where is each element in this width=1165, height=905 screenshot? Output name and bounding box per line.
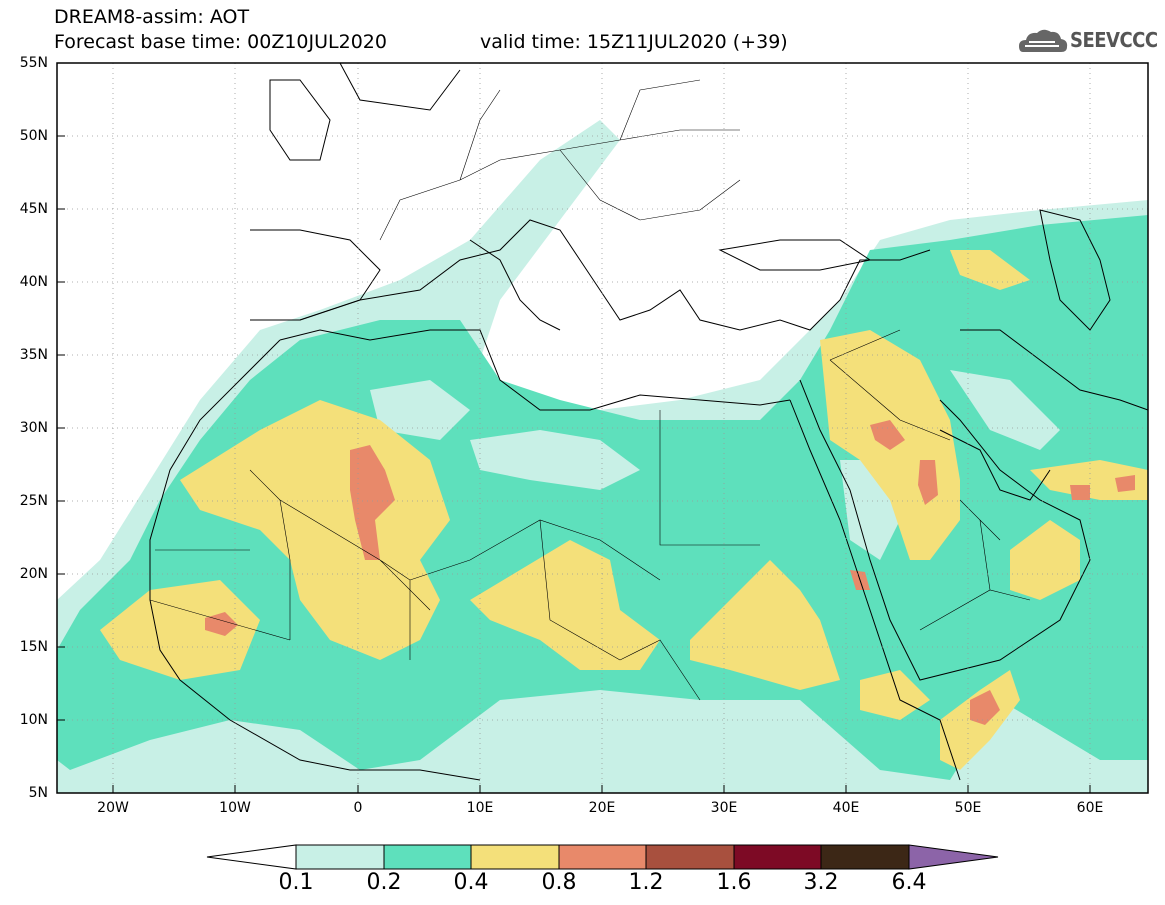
coastline-italy [469, 239, 561, 331]
lon-label: 10E [466, 800, 494, 816]
lon-label: 20W [97, 800, 129, 816]
colorbar-label: 0.2 [366, 870, 402, 895]
colorbar-label: 3.2 [803, 870, 839, 895]
colorbar-label: 6.4 [891, 870, 927, 895]
coastline-britain [269, 79, 331, 161]
lon-label: 30E [710, 800, 738, 816]
lat-label: 40N [19, 274, 48, 290]
logo-text: SEEVCCC [1070, 28, 1158, 52]
lon-label: 60E [1076, 800, 1104, 816]
coastline-gulf [939, 429, 1051, 501]
lon-label: 20E [588, 800, 616, 816]
lat-label: 45N [19, 201, 48, 217]
coastline-africa-west [149, 339, 481, 781]
lat-label: 10N [19, 712, 48, 728]
coastline-black-sea [718, 239, 872, 271]
colorbar-label: 0.4 [453, 870, 489, 895]
colorbar-under [206, 844, 297, 870]
colorbar-label: 0.1 [278, 870, 314, 895]
colorbar [206, 844, 999, 870]
borders-europe [379, 79, 741, 241]
lat-label: 50N [19, 128, 48, 144]
coastline-scandinavia [339, 63, 461, 111]
coastline-arabia [799, 379, 1091, 681]
coastline-africa-north [279, 329, 791, 411]
borders-africa [149, 410, 760, 701]
coastline-caspian [1039, 209, 1111, 331]
colorbar-bin-3 [470, 844, 560, 870]
valid-time: valid time: 15Z11JUL2020 (+39) [480, 31, 788, 53]
aot-field-0.4 [180, 400, 450, 660]
lat-label: 15N [19, 639, 48, 655]
grid [57, 63, 1148, 793]
borders-middle-east [829, 329, 1031, 631]
colorbar-label: 1.2 [628, 870, 664, 895]
coastline-iberia [250, 229, 381, 321]
axis-ticks [57, 135, 1091, 793]
cloud-icon [1019, 29, 1068, 52]
coastline-iran [960, 329, 1148, 411]
lon-label: 0 [353, 800, 363, 816]
lat-label: 25N [19, 493, 48, 509]
lat-label: 35N [19, 347, 48, 363]
colorbar-label: 0.8 [541, 870, 577, 895]
lat-label: 30N [19, 420, 48, 436]
colorbar-label: 1.6 [716, 870, 752, 895]
colorbar-bin-5 [645, 844, 735, 870]
lat-label: 5N [28, 785, 48, 801]
colorbar-bin-1 [295, 844, 385, 870]
chart-title: DREAM8-assim: AOT [54, 6, 250, 28]
lon-label: 10W [219, 800, 251, 816]
lat-label: 20N [19, 566, 48, 582]
colorbar-bin-7 [820, 844, 910, 870]
colorbar-bin-2 [383, 844, 472, 870]
colorbar-bin-4 [558, 844, 647, 870]
forecast-base-time: Forecast base time: 00Z10JUL2020 [54, 31, 387, 53]
coastline-red-sea [789, 399, 961, 781]
lon-label: 40E [832, 800, 860, 816]
aot-field-0.8 [350, 445, 395, 560]
colorbar-over [908, 844, 999, 870]
lon-label: 50E [954, 800, 982, 816]
colorbar-bin-6 [733, 844, 822, 870]
coastline-europe [250, 219, 931, 331]
lat-label: 55N [19, 55, 48, 71]
